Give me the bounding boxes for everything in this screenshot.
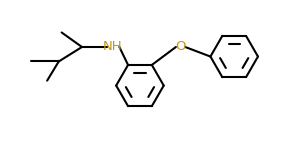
- Text: NH: NH: [103, 40, 123, 54]
- Text: O: O: [175, 40, 186, 54]
